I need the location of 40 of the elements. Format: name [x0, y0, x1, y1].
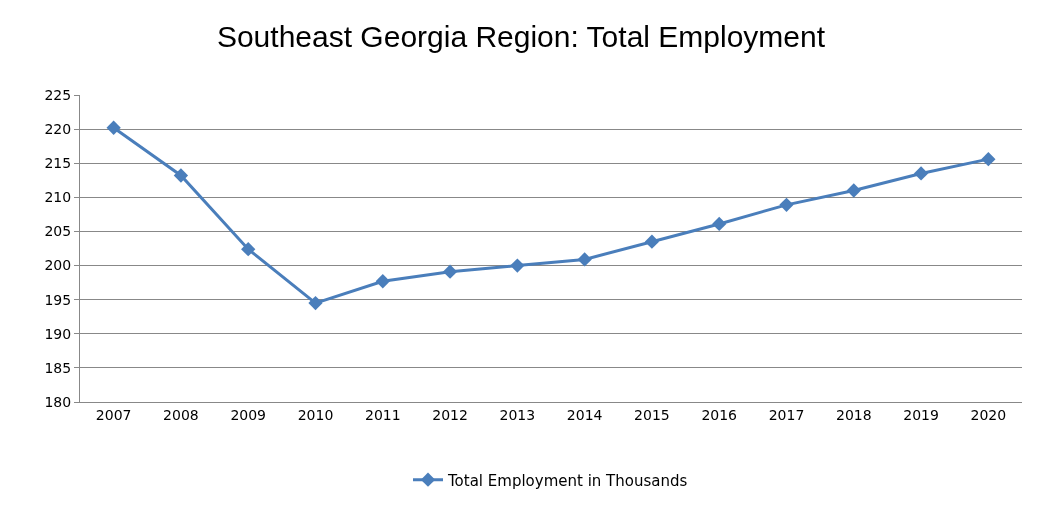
point [308, 295, 323, 311]
point [981, 151, 996, 167]
y-tick-label: 225 [44, 86, 72, 103]
y-tick-label: 205 [44, 223, 72, 240]
x-tick-label: 2012 [432, 406, 468, 423]
y-tick-label: 180 [44, 393, 72, 410]
x-tick-label: 2014 [566, 406, 603, 423]
x-tick-label: 2013 [499, 406, 536, 423]
x-tick-label: 2010 [297, 406, 334, 423]
y-tick-label: 210 [44, 189, 72, 206]
point [510, 258, 525, 273]
x-tick-label: 2009 [230, 406, 267, 423]
x-tick-label: 2016 [701, 406, 738, 423]
point [241, 242, 256, 257]
point [779, 197, 794, 212]
x-tick-label: 2017 [768, 406, 805, 423]
y-tick-label: 220 [44, 121, 72, 138]
point [173, 168, 189, 183]
x-tick-label: 2015 [634, 406, 670, 423]
x-tick-label: 2007 [95, 406, 132, 423]
y-tick-label: 215 [44, 155, 72, 172]
chart-title: Southeast Georgia Region: Total Employment [216, 19, 826, 53]
point [375, 274, 390, 289]
x-tick-label: 2018 [835, 406, 872, 423]
y-tick-label: 185 [44, 359, 72, 376]
y-tick-label: 190 [44, 325, 72, 342]
y-tick-label: 200 [44, 257, 72, 274]
x-tick-label: 2020 [970, 406, 1007, 423]
point [846, 183, 861, 198]
x-tick-label: 2008 [163, 406, 199, 423]
point [913, 166, 929, 181]
x-tick-label: 2019 [903, 406, 939, 423]
x-tick-label: 2011 [364, 406, 401, 423]
legend-label: Total Employment in Thousands [447, 471, 688, 490]
y-tick-label: 195 [44, 291, 72, 308]
point [106, 120, 121, 135]
point [712, 216, 727, 232]
point [644, 234, 660, 249]
point [577, 252, 592, 267]
point [442, 264, 458, 279]
